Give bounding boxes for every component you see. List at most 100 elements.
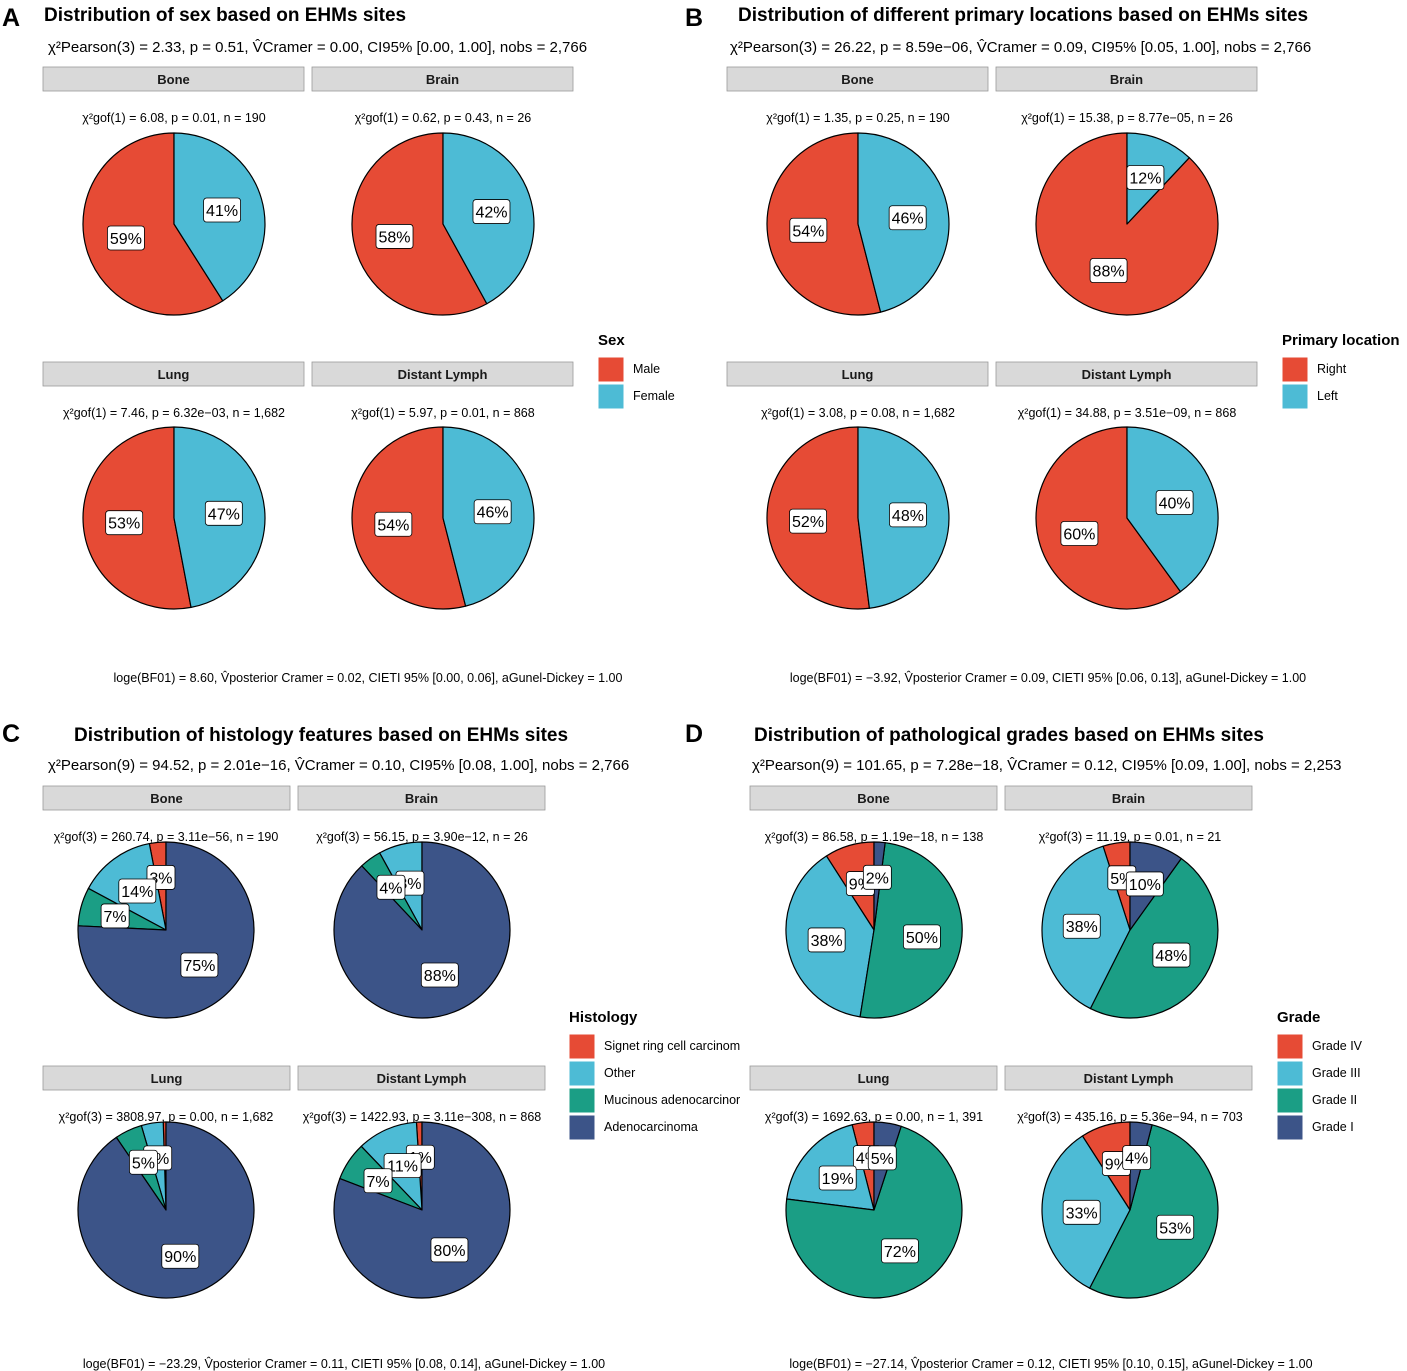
facet-strip [1004,1065,1253,1091]
pie-label: 53% [108,516,140,533]
facet-stat: χ²gof(3) = 56.15, p = 3.90e−12, n = 26 [316,830,528,844]
legend: Primary location Right Left [1281,332,1400,410]
panel-letter: A [2,4,20,32]
pie-label: 5% [132,1155,155,1172]
pie-label-box [1122,1145,1152,1171]
pie-label: 7% [366,1174,389,1191]
pie-label-box [430,1237,469,1263]
legend-label: Grade II [1312,1093,1357,1107]
pie-slice-adenocarcinoma [77,1121,255,1299]
pie-slice-grade-ii [1089,1124,1219,1299]
facet-stat: χ²gof(1) = 7.46, p = 6.32e−03, n = 1,682 [63,406,285,420]
pie-label-box [789,217,828,243]
legend-label: Left [1317,389,1338,403]
facet-distant-lymph: Distant Lymph χ²gof(1) = 5.97, p = 0.01, … [311,361,574,610]
pie-label: 75% [183,958,215,975]
pie-slice-male [82,132,224,316]
pie-label-box [1152,942,1191,968]
pie-label: 5% [871,1151,894,1168]
facet-stat: χ²gof(3) = 1422.93, p = 3.11e−308, n = 8… [303,1110,542,1124]
facet-brain: Brain χ²gof(1) = 0.62, p = 0.43, n = 26 58… [311,66,574,316]
facet-strip [297,1065,546,1091]
panel-title: Distribution of pathological grades base… [754,725,1264,746]
panel-caption: loge(BF01) = −27.14, V̂posterior Cramer … [789,1356,1312,1371]
facet-strip-label: Brain [1110,72,1143,87]
pie-label-box [472,199,511,224]
facet-bone: Bone χ²gof(1) = 6.08, p = 0.01, n = 190 59… [42,66,305,316]
panel-a: A Distribution of sex based on EHMs sites… [2,4,675,685]
panel-caption: loge(BF01) = −3.92, V̂posterior Cramer =… [790,670,1306,685]
pie-slice-grade-ii [1089,857,1219,1019]
pie-label: 54% [792,223,824,240]
panel-subtitle: χ²Pearson(9) = 101.65, p = 7.28e−18, V̂C… [752,757,1342,774]
facet-strip-label: Bone [841,72,874,87]
facet-distant-lymph: Distant Lymph χ²gof(3) = 1422.93, p = 3.1… [297,1065,546,1299]
pie-label-box [374,511,413,537]
pie-label-box [204,500,243,526]
pie-label-box [180,952,219,978]
facet-stat: χ²gof(3) = 1692.63, p = 0.00, n = 1, 391 [765,1110,983,1124]
pie-label: 9% [1105,1157,1128,1174]
facet-strip-label: Bone [150,791,183,806]
legend-swatch [568,1087,596,1114]
facet-distant-lymph: Distant Lymph χ²gof(1) = 34.88, p = 3.51e… [995,361,1258,610]
pie-label: 46% [477,505,509,522]
facet-strip [995,361,1258,387]
facet-lung: Lung χ²gof(1) = 7.46, p = 6.32e−03, n = 1… [42,361,305,610]
legend-label: Grade IV [1312,1039,1363,1053]
facet-strip-label: Lung [158,367,190,382]
facet-stat: χ²gof(3) = 11.19, p = 0.01, n = 21 [1039,830,1222,844]
legend-label: Other [604,1066,635,1080]
pie-label: 72% [884,1244,916,1261]
panel-subtitle: χ²Pearson(3) = 26.22, p = 8.59e−06, V̂Cr… [730,39,1311,56]
legend-swatch [1276,1060,1304,1087]
pie-slice-right [1035,426,1182,610]
pie-label: 46% [892,211,924,228]
pie-label: 41% [206,203,238,220]
pie-label: 38% [1066,919,1098,936]
pie-label: 88% [1093,264,1125,281]
facet-strip [311,361,574,387]
facet-strip [297,785,546,811]
legend-title: Histology [569,1009,638,1026]
pie-label: 50% [906,930,938,947]
legend-swatch [597,356,625,383]
legend: Sex Male Female [597,332,675,410]
legend-swatch [1276,1114,1304,1141]
facet-strip [1004,785,1253,811]
pie-label: 88% [424,968,456,985]
pie-label: 42% [475,205,507,222]
panel-subtitle: χ²Pearson(3) = 2.33, p = 0.51, V̂Cramer … [48,39,587,56]
panel-letter: B [685,4,703,32]
pie-label: 58% [379,229,411,246]
facet-lung: Lung χ²gof(1) = 3.08, p = 0.08, n = 1,682… [726,361,989,610]
facet-stat: χ²gof(1) = 1.35, p = 0.25, n = 190 [766,111,949,125]
pie-label: 4% [1125,1151,1148,1168]
pie-label: 48% [1155,948,1187,965]
legend-swatch [1281,356,1309,383]
panel-letter: C [2,720,20,748]
facet-strip [749,1065,998,1091]
facet-lung: Lung χ²gof(3) = 3808.97, p = 0.00, n = 1,… [42,1065,291,1299]
panel-title: Distribution of histology features based… [74,725,568,746]
legend-title: Primary location [1282,332,1400,349]
facet-stat: χ²gof(1) = 34.88, p = 3.51e−09, n = 868 [1018,406,1237,420]
facet-strip [726,66,989,92]
pie-label-box [100,903,130,929]
panel-caption: loge(BF01) = −23.29, V̂posterior Cramer … [83,1356,605,1371]
panel-caption: loge(BF01) = 8.60, V̂posterior Cramer = … [114,670,623,685]
legend-label: Male [633,362,660,376]
facet-strip [42,361,305,387]
pie-label-box [1126,165,1165,190]
panel-subtitle: χ²Pearson(9) = 94.52, p = 2.01e−16, V̂Cr… [48,757,629,774]
pie-label-box [383,1153,422,1179]
legend-swatch [568,1114,596,1141]
pie-label: 80% [433,1243,465,1260]
facet-stat: χ²gof(3) = 260.74, p = 3.11e−56, n = 190 [54,830,279,844]
panel-title: Distribution of different primary locati… [738,5,1308,26]
facet-bone: Bone χ²gof(1) = 1.35, p = 0.25, n = 190 54… [726,66,989,316]
pie-label-box [867,1145,897,1171]
legend-label: Female [633,389,675,403]
